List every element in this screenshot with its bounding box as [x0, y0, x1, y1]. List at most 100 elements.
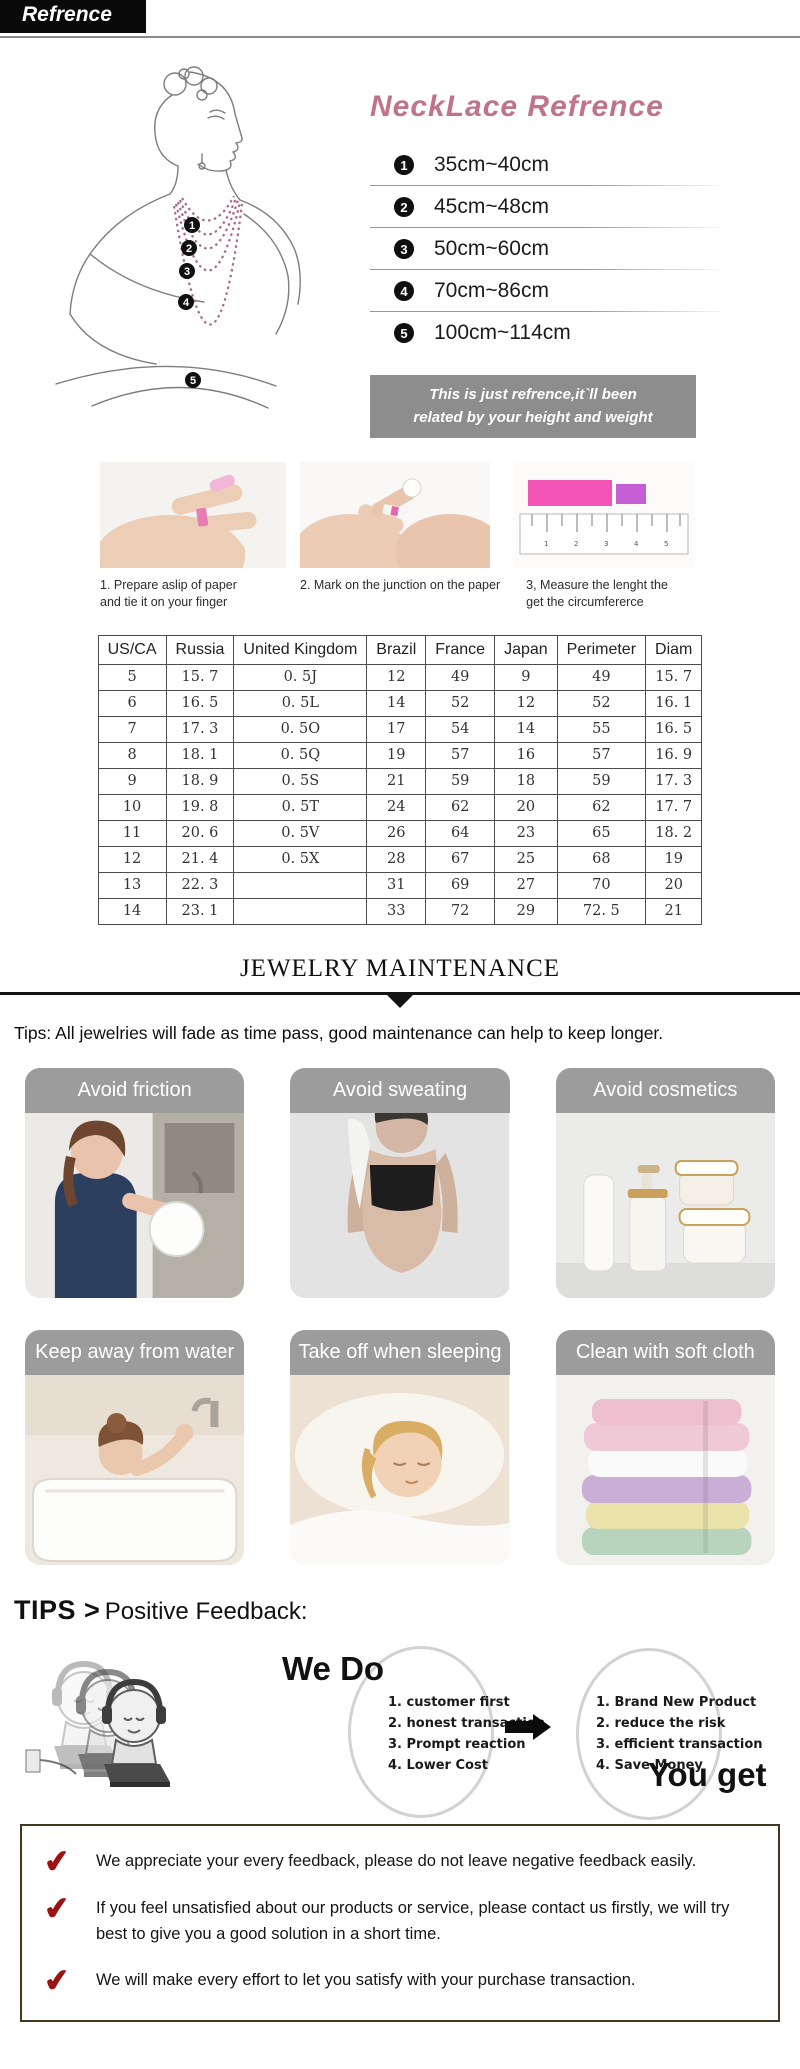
- size-table-cell: 22. 3: [165, 871, 235, 899]
- size-table-cell: 24: [366, 793, 427, 821]
- size-table-cell: 10: [97, 793, 167, 821]
- size-table-cell: 23: [494, 819, 558, 847]
- necklace-size-item: 5 100cm~114cm: [394, 314, 722, 351]
- feedback-note-item: ✔ If you feel unsatisfied about our produ…: [42, 1889, 762, 1948]
- ring-step1-caption: 1. Prepare aslip of paper and tie it on …: [100, 578, 237, 609]
- necklace-size-item: 2 45cm~48cm: [394, 188, 722, 225]
- table-row: 8 18. 1 0. 5Q 19 57 16 57 16. 9: [97, 741, 703, 769]
- ring-step-2: 2. Mark on the junction on the paper: [300, 462, 500, 611]
- svg-text:4: 4: [183, 297, 190, 309]
- ring-step3-photo: 1 2 3 4 5: [514, 462, 695, 568]
- feedback-diagram: We Do 1. customer first 2. honest transac…: [0, 1638, 800, 1820]
- size-table-cell: 9: [494, 663, 558, 691]
- list-divider: [370, 311, 722, 312]
- svg-text:2: 2: [186, 243, 192, 255]
- necklace-note-line1: This is just refrence,it`ll been: [429, 386, 637, 403]
- table-row: 13 22. 3 31 69 27 70 20: [97, 871, 703, 899]
- size-table-header: Japan: [494, 634, 558, 665]
- maintenance-card-friction: Avoid friction: [25, 1067, 245, 1298]
- feedback-heading: TIPS > Positive Feedback:: [14, 1595, 800, 1626]
- necklace-length-label: 45cm~48cm: [434, 195, 549, 218]
- svg-text:1: 1: [189, 220, 195, 232]
- necklace-note-line2: related by your height and weight: [413, 408, 653, 426]
- feedback-note-text: We appreciate your every feedback, pleas…: [95, 1851, 697, 1870]
- table-row: 6 16. 5 0. 5L 14 52 12 52 16. 1: [97, 689, 703, 717]
- ring-step-1: 1. Prepare aslip of paper and tie it on …: [100, 462, 286, 611]
- size-table-cell: 67: [425, 845, 496, 873]
- item-number-badge: 5: [394, 323, 414, 343]
- header-divider: [0, 36, 800, 38]
- size-table-cell: 15. 7: [165, 663, 235, 691]
- we-do-circle: [348, 1645, 494, 1818]
- necklace-size-item: 4 70cm~86cm: [394, 272, 722, 309]
- you-get-item: 4. Save Money: [596, 1757, 703, 1773]
- maintenance-card-sleeping: Take off when sleeping: [290, 1329, 510, 1565]
- maintenance-card-label: Keep away from water: [25, 1329, 245, 1375]
- feedback-note-text: If you feel unsatisfied about our produc…: [95, 1898, 730, 1944]
- ring-measuring-guide: 1. Prepare aslip of paper and tie it on …: [100, 462, 700, 611]
- svg-text:5: 5: [190, 375, 196, 387]
- necklace-size-item: 1 35cm~40cm: [394, 146, 722, 183]
- table-row: 14 23. 1 33 72 29 72. 5 21: [97, 897, 703, 925]
- size-table-cell: 54: [425, 715, 496, 743]
- table-row: 10 19. 8 0. 5T 24 62 20 62 17. 7: [97, 793, 703, 821]
- size-table-cell: 69: [425, 871, 496, 899]
- woman-necklace-sketch: 1 2 3 4 5: [55, 66, 301, 409]
- svg-text:1: 1: [544, 540, 548, 548]
- size-table-cell: 68: [556, 845, 647, 873]
- item-number-badge: 4: [394, 281, 414, 301]
- size-table-cell: 21: [366, 767, 427, 795]
- maintenance-cards-grid: Avoid friction Avoid sweating: [25, 1067, 775, 1565]
- list-divider: [370, 185, 722, 186]
- ring-step2-caption: 2. Mark on the junction on the paper: [300, 578, 501, 592]
- maintenance-card-sweating: Avoid sweating: [290, 1067, 510, 1298]
- support-agent-cartoon: [25, 1642, 214, 1806]
- size-table-cell: 7: [97, 715, 167, 743]
- sketch-number-badges: 1 2 3 4 5: [178, 217, 201, 388]
- item-number-badge: 1: [394, 155, 414, 175]
- size-table-cell: 20: [494, 793, 558, 821]
- you-get-item: 3. efficient transaction: [596, 1736, 763, 1752]
- maintenance-card-water: Keep away from water: [25, 1329, 245, 1565]
- clean-with-soft-cloth-photo: [555, 1374, 775, 1565]
- size-table-cell: 19: [366, 741, 427, 769]
- size-table-cell: 19. 8: [165, 793, 235, 821]
- size-table-cell: 17: [366, 715, 427, 743]
- size-table-cell: 0. 5X: [233, 845, 368, 873]
- size-table-cell: 59: [556, 767, 647, 795]
- necklace-length-label: 100cm~114cm: [434, 321, 571, 344]
- checkmark-icon: ✔: [42, 1961, 72, 2000]
- size-table-cell: 26: [366, 819, 427, 847]
- size-table-cell: 55: [556, 715, 647, 743]
- necklace-reference-section: 1 2 3 4 5 NeckLace Refrence 1 35cm~40cm 2 4…: [0, 38, 800, 444]
- size-table-header: Perimeter: [556, 634, 647, 665]
- ring-step1-photo: [100, 462, 286, 568]
- size-table-header: United Kingdom: [233, 634, 368, 665]
- size-table-cell: 0. 5V: [233, 819, 368, 847]
- size-table-cell: 23. 1: [165, 897, 235, 925]
- size-table-cell: 27: [494, 871, 558, 899]
- size-table-cell: 70: [556, 871, 647, 899]
- size-table-cell: 14: [97, 897, 167, 925]
- size-table-header: Diam: [645, 634, 703, 665]
- size-table-cell: 0. 5T: [233, 793, 368, 821]
- size-table-cell: 16. 1: [645, 689, 703, 717]
- maintenance-card-label: Clean with soft cloth: [555, 1329, 775, 1375]
- size-table-cell: 52: [556, 689, 647, 717]
- list-divider: [370, 269, 722, 270]
- size-table-cell: 31: [366, 871, 427, 899]
- svg-text:3: 3: [604, 540, 608, 548]
- size-table-cell: 16. 5: [645, 715, 703, 743]
- necklace-note: This is just refrence,it`ll been related…: [370, 375, 696, 438]
- table-row: 9 18. 9 0. 5S 21 59 18 59 17. 3: [97, 767, 703, 795]
- maintenance-card-label: Avoid cosmetics: [555, 1067, 775, 1113]
- you-get-list: 1. Brand New Product 2. reduce the risk 3.…: [596, 1692, 763, 1776]
- table-row: 12 21. 4 0. 5X 28 67 25 68 19: [97, 845, 703, 873]
- necklace-title: NeckLace Refrence: [370, 90, 664, 123]
- size-table-cell: 64: [425, 819, 496, 847]
- size-table-cell: 0. 5J: [233, 663, 368, 691]
- size-table-cell: 49: [556, 663, 647, 691]
- maintenance-card-label: Take off when sleeping: [290, 1329, 510, 1375]
- size-table-cell: 57: [556, 741, 647, 769]
- page-header-bar: Refrence: [0, 0, 146, 33]
